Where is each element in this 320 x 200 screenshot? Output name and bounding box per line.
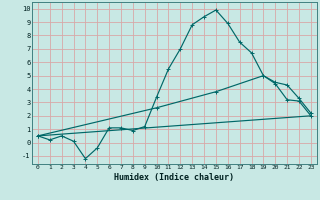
X-axis label: Humidex (Indice chaleur): Humidex (Indice chaleur) <box>115 173 234 182</box>
